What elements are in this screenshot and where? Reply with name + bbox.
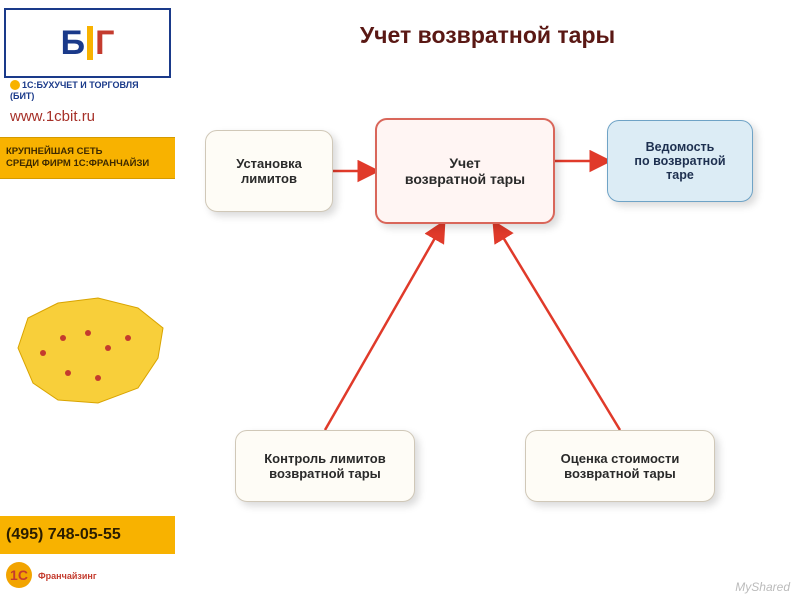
- logo-block: Б Г 1С:БУХУЧЕТ И ТОРГОВЛЯ (БИТ) www.1cbi…: [0, 0, 175, 137]
- franchise-block: 1С Франчайзинг: [0, 554, 175, 600]
- logo-letter-b: Б: [61, 24, 85, 63]
- tagline-band: КРУПНЕЙШАЯ СЕТЬ СРЕДИ ФИРМ 1С:ФРАНЧАЙЗИ: [0, 137, 175, 180]
- logo-icon: Б Г: [4, 8, 171, 78]
- sidebar: Б Г 1С:БУХУЧЕТ И ТОРГОВЛЯ (БИТ) www.1cbi…: [0, 0, 175, 600]
- node-report: Ведомостьпо возвратнойтаре: [607, 120, 753, 202]
- arrow-control-to-center: [325, 224, 443, 430]
- diagram-title: Учет возвратной тары: [175, 22, 800, 49]
- map-area: [0, 179, 175, 516]
- onec-circle-icon: 1С: [6, 562, 32, 588]
- diagram-canvas: Учет возвратной тары Установкалимитов Уче…: [175, 0, 800, 600]
- logo-divider-icon: [87, 26, 93, 60]
- website-link[interactable]: www.1cbit.ru: [4, 104, 171, 133]
- arrow-layer: [175, 0, 800, 600]
- watermark: MyShared: [735, 580, 790, 594]
- tagline-line1: КРУПНЕЙШАЯ СЕТЬ: [6, 146, 169, 158]
- phone-band: (495) 748-05-55: [0, 516, 175, 554]
- phone-number: (495) 748-05-55: [6, 526, 121, 543]
- russia-map-icon: [8, 278, 168, 418]
- node-center: Учетвозвратной тары: [375, 118, 555, 224]
- onec-logo-icon: 1С: [6, 562, 32, 590]
- sub-brand-line2: (БИТ): [10, 91, 165, 102]
- onec-dot-icon: [10, 80, 20, 90]
- arrow-valuation-to-center: [495, 224, 620, 430]
- franchise-label: Франчайзинг: [38, 571, 97, 581]
- tagline-line2: СРЕДИ ФИРМ 1С:ФРАНЧАЙЗИ: [6, 158, 169, 170]
- node-valuation: Оценка стоимостивозвратной тары: [525, 430, 715, 502]
- sub-brand: 1С:БУХУЧЕТ И ТОРГОВЛЯ (БИТ): [4, 78, 171, 104]
- node-limits: Установкалимитов: [205, 130, 333, 212]
- sub-brand-line1: 1С:БУХУЧЕТ И ТОРГОВЛЯ: [22, 80, 139, 91]
- node-control: Контроль лимитоввозвратной тары: [235, 430, 415, 502]
- logo-letter-g: Г: [95, 24, 114, 63]
